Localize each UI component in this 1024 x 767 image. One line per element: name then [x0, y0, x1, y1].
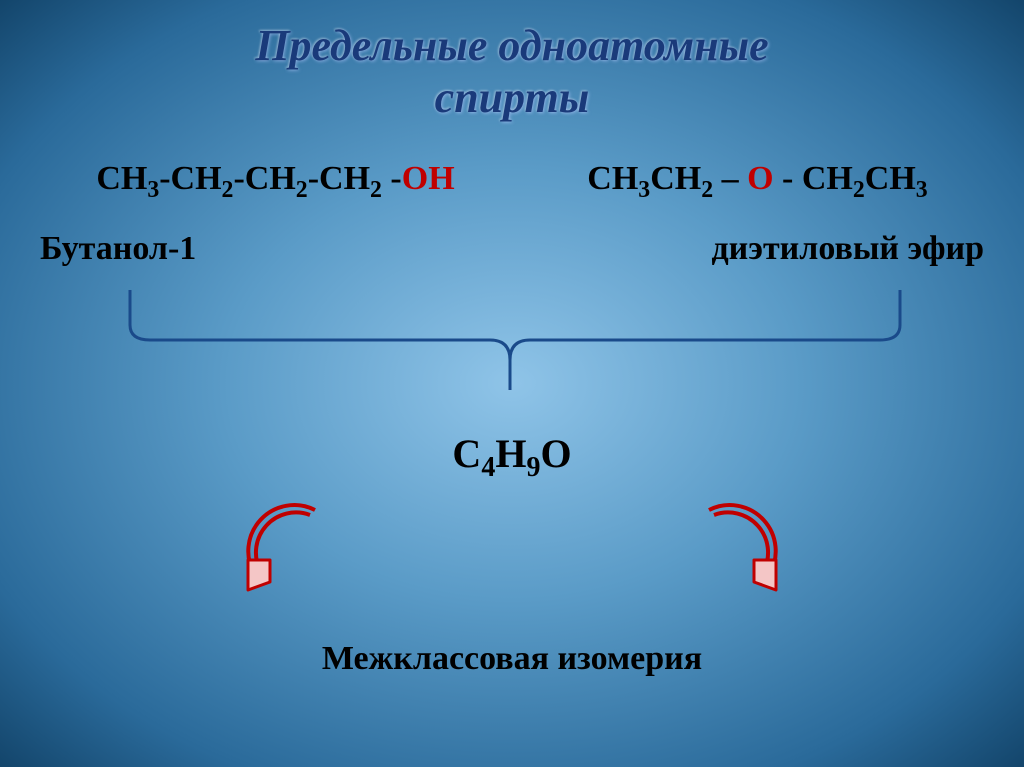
formula-right: CH3CH2 – O - CH2CH3	[587, 160, 927, 204]
bottom-label: Межклассовая изомерия	[0, 640, 1024, 678]
curved-arrow-left	[240, 500, 340, 600]
title-line2: спирты	[0, 72, 1024, 123]
label-ether: диэтиловый эфир	[711, 230, 984, 268]
center-formula: C4H9O	[0, 430, 1024, 484]
curved-arrow-right	[684, 500, 784, 600]
bracket-connector	[50, 280, 970, 410]
label-butanol: Бутанол-1	[40, 230, 196, 268]
formula-left: CH3-CH2-CH2-CH2 -OH	[96, 160, 454, 204]
formula-row: CH3-CH2-CH2-CH2 -OH CH3CH2 – O - CH2CH3	[0, 160, 1024, 204]
title-line1: Предельные одноатомные	[0, 20, 1024, 71]
